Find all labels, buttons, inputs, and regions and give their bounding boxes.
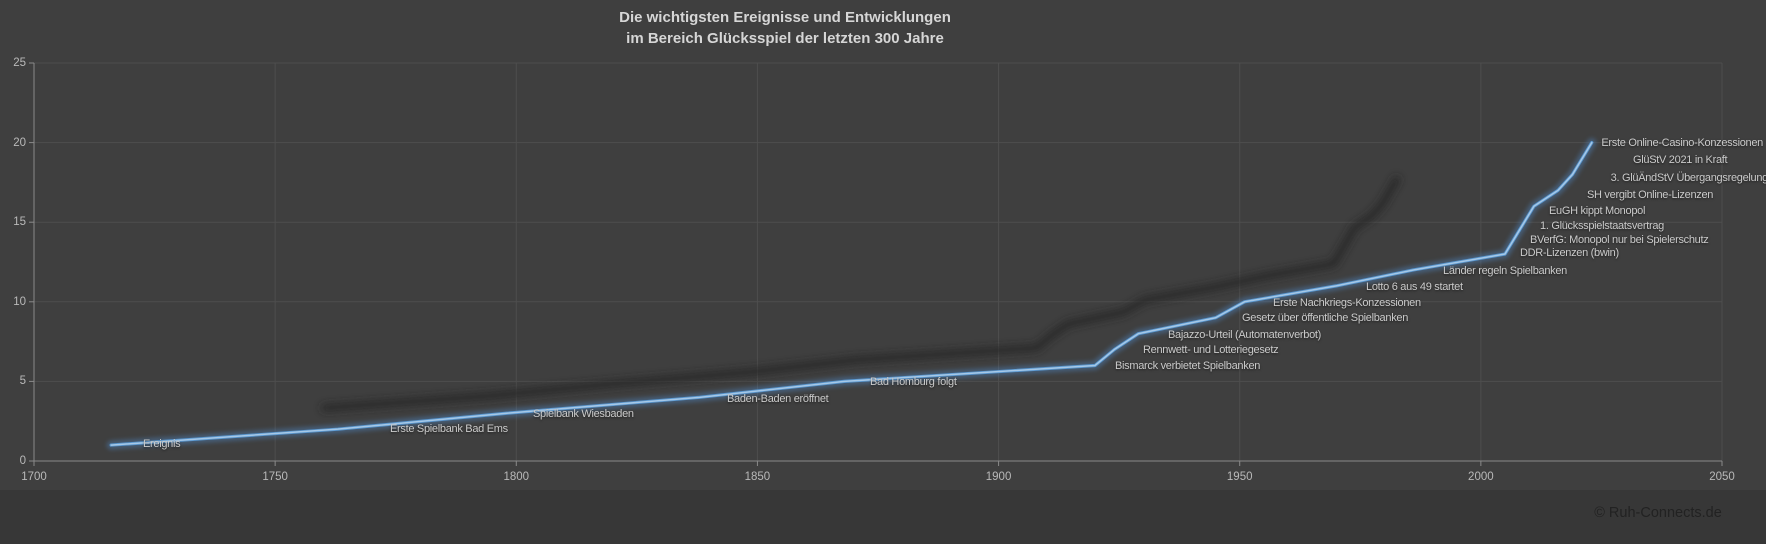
event-label: Rennwett- und Lotteriegesetz	[1143, 344, 1279, 356]
event-label: Bajazzo-Urteil (Automatenverbot)	[1168, 329, 1322, 341]
event-label: Länder regeln Spielbanken	[1443, 265, 1567, 277]
gridlines	[34, 62, 1723, 461]
event-label: Baden-Baden eröffnet	[727, 393, 829, 405]
event-label: Bad Homburg folgt	[870, 376, 957, 388]
chart-title: Die wichtigsten Ereignisse und Entwicklu…	[619, 7, 951, 49]
y-axis-label: 25	[13, 57, 26, 69]
event-label: 3. GlüÄndStV Übergangsregelung	[1610, 172, 1766, 184]
event-label: DDR-Lizenzen (bwin)	[1520, 247, 1619, 259]
x-axis-label: 2050	[1709, 471, 1735, 483]
event-label: EuGH kippt Monopol	[1549, 205, 1646, 217]
timeline-shadow	[321, 176, 1400, 412]
x-axis-label: 1950	[1226, 471, 1253, 483]
timeline-line	[109, 141, 1594, 447]
event-label: 1. Glücksspielstaatsvertrag	[1540, 220, 1664, 232]
event-label: GlüStV 2021 in Kraft	[1633, 154, 1728, 166]
x-axis-label: 1900	[985, 471, 1012, 483]
y-axis-label: 10	[13, 295, 26, 308]
y-axis-label: 0	[19, 455, 26, 467]
chart-title-line1: Die wichtigsten Ereignisse und Entwicklu…	[619, 9, 951, 26]
x-axis-label: 1750	[262, 471, 288, 483]
axes	[29, 62, 1723, 466]
x-axis-label: 1800	[503, 471, 530, 483]
event-label: Erste Online-Casino-Konzessionen	[1601, 137, 1763, 149]
event-label: Erste Spielbank Bad Ems	[390, 423, 508, 435]
event-label: Lotto 6 aus 49 startet	[1366, 281, 1463, 293]
event-label: Erste Nachkriegs-Konzessionen	[1273, 297, 1421, 309]
x-axis-label: 1850	[744, 471, 771, 483]
event-label: Ereignis	[143, 438, 181, 450]
event-label: Gesetz über öffentliche Spielbanken	[1242, 312, 1409, 324]
footer-band	[0, 490, 1766, 544]
timeline-line-core	[110, 141, 1593, 446]
y-axis-label: 20	[13, 136, 26, 149]
series	[106, 138, 1597, 450]
event-label: SH vergibt Online-Lizenzen	[1587, 189, 1714, 201]
timeline-glow	[106, 138, 1597, 450]
x-axis-label: 2000	[1468, 471, 1494, 483]
event-label: BVerfG: Monopol nur bei Spielerschutz	[1530, 234, 1709, 246]
event-label: Spielbank Wiesbaden	[533, 408, 634, 420]
event-label: Bismarck verbietet Spielbanken	[1115, 360, 1261, 372]
watermark: © Ruh-Connects.de	[1594, 505, 1722, 521]
y-axis-label: 15	[13, 216, 26, 229]
x-axis-label: 1700	[21, 471, 47, 483]
y-axis-label: 5	[19, 375, 26, 388]
chart-title-line2: im Bereich Glücksspiel der letzten 300 J…	[626, 30, 944, 47]
